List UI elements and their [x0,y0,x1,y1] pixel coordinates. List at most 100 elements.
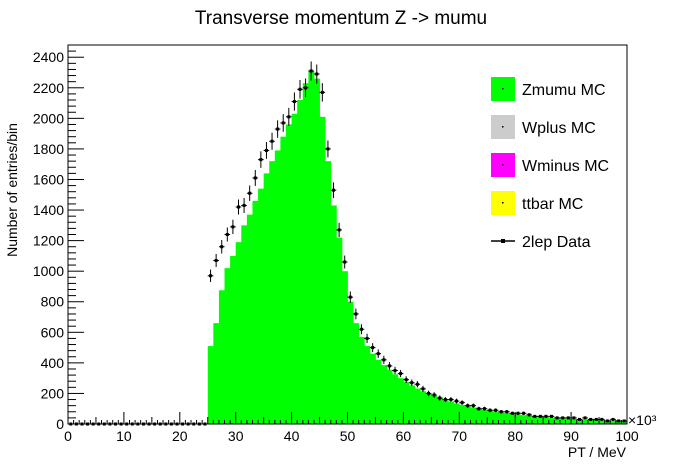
x-tick-label: 0 [64,428,72,444]
histogram-bar [397,378,404,424]
data-point [281,121,285,125]
data-point [550,414,554,418]
data-point [248,191,252,195]
histogram-bar [330,205,337,424]
histogram-bar [364,346,371,424]
legend-label: 2lep Data [522,234,591,251]
histogram-bar [341,271,348,424]
histogram-bar [235,242,242,424]
y-axis-title: Number of entries/bin [4,123,20,257]
x-tick-label: 60 [396,428,412,444]
x-axis-title: PT / MeV [568,444,627,460]
y-tick-label: 1600 [33,171,64,187]
histogram-bar [252,200,259,424]
histogram-bar [218,290,225,424]
histogram-bar [582,419,589,424]
data-point [577,417,581,421]
data-point [410,381,414,385]
histogram-bar [537,416,544,424]
histogram-bar [241,225,248,424]
data-point [455,399,459,403]
x-tick-label: 40 [284,428,300,444]
histogram-bar [313,78,320,424]
histogram-bar [358,336,365,424]
data-point [214,258,218,262]
histogram-bar [263,173,270,424]
legend-label: Zmumu MC [522,82,606,99]
histogram-bar [336,237,343,424]
data-point [594,417,598,421]
histogram-bar [593,420,600,424]
histogram-bar [436,398,443,424]
data-point [270,139,274,143]
y-tick-label: 0 [56,416,64,432]
histogram-bar [246,214,253,424]
histogram-bar [481,409,488,424]
x-tick-label: 90 [563,428,579,444]
y-tick-label: 2000 [33,110,64,126]
histogram-bar [375,359,382,424]
histogram-bar [453,403,460,424]
histogram-bar [448,401,455,424]
histogram-bar [302,83,309,425]
histogram-bar [599,420,606,424]
x-tick-label: 70 [452,428,468,444]
data-point [343,260,347,264]
data-point [522,411,526,415]
x-tick-label: 50 [340,428,356,444]
data-point [471,404,475,408]
legend-marker [501,239,505,243]
data-point [220,245,224,249]
data-point [236,205,240,209]
data-point [376,352,380,356]
data-point [264,148,268,152]
data-point [466,404,470,408]
data-point [505,410,509,414]
histogram-bar [319,116,326,425]
y-tick-label: 1800 [33,141,64,157]
legend-label: Wminus MC [522,158,609,175]
histogram-bar [587,419,594,424]
histogram-bar [230,255,237,424]
histogram-bar [408,385,415,424]
data-point [611,417,615,421]
histogram-bar [526,415,533,424]
histogram-bar [520,415,527,424]
legend-swatch-marker [502,126,504,128]
legend: Zmumu MC Wplus MC Wminus MC ttbar MC 2lep Da… [491,77,609,251]
data-point [382,358,386,362]
y-tick-label: 1400 [33,202,64,218]
histogram-bar [509,413,516,424]
histogram-bar [476,408,483,424]
data-point [399,372,403,376]
data-point [600,417,604,421]
data-point [365,336,369,340]
data-point [404,378,408,382]
data-point [253,176,257,180]
data-point [304,86,308,90]
histogram-bar [269,161,276,425]
histogram-bar [280,136,287,424]
histogram-bar [353,323,360,424]
histogram-bar [492,411,499,424]
data-point [488,408,492,412]
histogram-bar [308,70,315,425]
data-point [332,188,336,192]
data-point [225,233,229,236]
data-point [242,203,246,207]
data-point [510,411,514,415]
axes: 0 10 20 30 40 50 60 70 80 90 100020040060080010001… [33,44,639,444]
data-point [359,327,363,331]
x-tick-label: 10 [116,428,132,444]
data-point [583,416,587,420]
data-point [449,398,453,402]
y-tick-label: 1200 [33,233,64,249]
histogram-bar [504,413,511,424]
data-point [326,147,330,151]
data-point [432,393,436,397]
data-point [387,364,391,368]
histogram-bar [615,420,622,424]
x-tick-label: 80 [507,428,523,444]
histogram-bar [258,188,265,424]
